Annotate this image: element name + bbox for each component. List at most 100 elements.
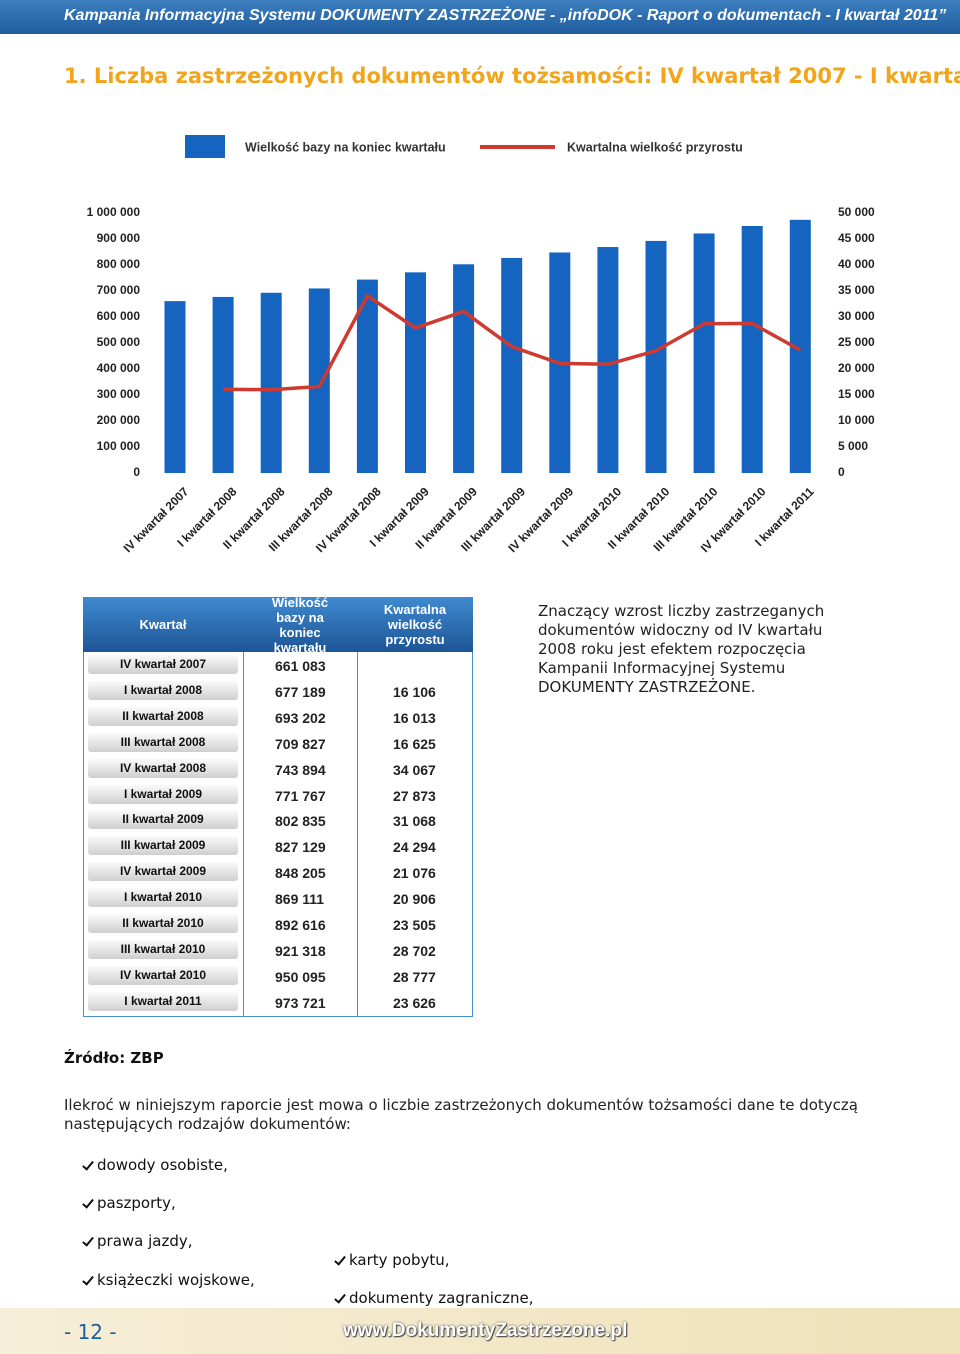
bar bbox=[693, 233, 715, 473]
table-cell: 34 067 bbox=[393, 761, 436, 778]
bar bbox=[501, 257, 523, 473]
tick-label: 35 000 bbox=[838, 283, 875, 297]
table-row-label: I kwartał 2008 bbox=[88, 680, 238, 700]
legend-label: Wielkość bazy na koniec kwartału bbox=[245, 140, 446, 154]
table-cell: 892 616 bbox=[275, 917, 326, 933]
tick-label: 15 000 bbox=[838, 387, 875, 401]
table-cell: 743 894 bbox=[275, 761, 326, 778]
table-cell: 16 106 bbox=[393, 683, 436, 700]
table-row-label: I kwartał 2010 bbox=[88, 888, 238, 908]
chart: 0 100 000 200 000 300 000 400 000 500 000 600 … bbox=[87, 135, 875, 555]
table-header: Kwartalna wielkość przyrostu bbox=[357, 597, 473, 652]
table-cell: 950 095 bbox=[275, 968, 326, 985]
table-cell: 802 835 bbox=[275, 813, 326, 830]
tick-label: 50 000 bbox=[838, 205, 875, 219]
tick-label: 0 bbox=[133, 465, 140, 479]
bar bbox=[789, 219, 811, 473]
bar bbox=[260, 292, 282, 473]
table-cell: 23 626 bbox=[393, 994, 436, 1011]
data-table: Kwartał Wielkość bazy na koniec kwartału K… bbox=[83, 595, 473, 1017]
list-item: dowody osobiste, bbox=[83, 1156, 960, 1175]
tick-label: 900 000 bbox=[97, 231, 141, 245]
page-number: - 12 - bbox=[64, 1320, 117, 1344]
bar bbox=[212, 296, 234, 473]
table-row-label: I kwartał 2009 bbox=[88, 784, 238, 804]
table-cell: 869 111 bbox=[275, 891, 325, 908]
bar bbox=[645, 240, 667, 473]
table-cell: 848 205 bbox=[275, 865, 326, 882]
bar bbox=[453, 264, 475, 473]
bar bbox=[356, 279, 378, 473]
line bbox=[223, 294, 802, 392]
source: Źródło: ZBP bbox=[64, 1049, 164, 1067]
bar bbox=[597, 247, 619, 473]
table-cell: 771 767 bbox=[275, 787, 326, 804]
table-cell: 693 202 bbox=[275, 709, 326, 726]
table-row-label: I kwartał 2011 bbox=[88, 991, 238, 1011]
table-cell: 973 721 bbox=[275, 994, 326, 1011]
table-cell: 21 076 bbox=[393, 865, 436, 882]
table-row-label: II kwartał 2010 bbox=[88, 914, 238, 933]
table-cell: 27 873 bbox=[393, 787, 436, 804]
body-text: Ilekroć w niniejszym raporcie jest mowa … bbox=[64, 1096, 858, 1133]
tick-label: 30 000 bbox=[838, 309, 875, 323]
tick-label: 400 000 bbox=[97, 361, 141, 375]
table-cell: 24 294 bbox=[393, 839, 436, 856]
footer-bar bbox=[0, 1308, 960, 1354]
table-row-label: IV kwartał 2009 bbox=[88, 862, 238, 882]
tick-label: 5 000 bbox=[838, 439, 868, 453]
tick-label: 500 000 bbox=[97, 335, 141, 349]
legend-label: Kwartalna wielkość przyrostu bbox=[567, 140, 743, 154]
table-row-label: IV kwartał 2010 bbox=[88, 965, 238, 985]
table-cell: 921 318 bbox=[275, 942, 326, 959]
bar bbox=[405, 272, 426, 473]
list-item: paszporty, bbox=[83, 1194, 960, 1213]
table-row-label: IV kwartał 2007 bbox=[88, 655, 238, 674]
table-cell: 677 189 bbox=[275, 683, 326, 700]
tick-label: 1 000 000 bbox=[87, 205, 141, 219]
chart-title: 1. Liczba zastrzeżonych dokumentów tożsa… bbox=[64, 64, 960, 88]
table-cell: 23 505 bbox=[393, 917, 436, 933]
table-cell: 709 827 bbox=[275, 735, 326, 752]
tick-label: 100 000 bbox=[97, 439, 141, 453]
tick-label: 45 000 bbox=[838, 231, 875, 245]
tick-label: 20 000 bbox=[838, 361, 875, 375]
table-header: Wielkość bazy na koniec kwartału bbox=[243, 595, 357, 655]
table-row-label: III kwartał 2008 bbox=[88, 732, 238, 752]
tick-label: 800 000 bbox=[97, 257, 141, 271]
bar bbox=[308, 288, 330, 473]
footer-url: www.DokumentyZastrzezone.pl bbox=[343, 1320, 628, 1341]
bar bbox=[164, 301, 186, 473]
tick-label: 200 000 bbox=[97, 413, 141, 427]
table-header: Kwartał bbox=[83, 597, 243, 652]
tick-label: 600 000 bbox=[97, 309, 141, 323]
table-row-label: II kwartał 2008 bbox=[88, 706, 238, 726]
table-cell: 16 013 bbox=[393, 709, 436, 726]
table-cell: 31 068 bbox=[393, 813, 436, 830]
table-cell: 16 625 bbox=[393, 735, 436, 752]
table-row-label: IV kwartał 2008 bbox=[88, 758, 238, 778]
table-cell: 661 083 bbox=[275, 658, 326, 674]
tick-label: 40 000 bbox=[838, 257, 875, 271]
table-cell: 20 906 bbox=[393, 891, 436, 908]
table-cell: 28 777 bbox=[393, 968, 436, 985]
bar bbox=[741, 225, 763, 473]
column-divider bbox=[243, 597, 244, 1017]
tick-label: 0 bbox=[838, 465, 845, 479]
note: Znaczący wzrost liczby zastrzeganych dok… bbox=[538, 602, 825, 696]
table-row-label: II kwartał 2009 bbox=[88, 810, 238, 830]
list-item: książeczki wojskowe, bbox=[83, 1271, 960, 1290]
column-divider bbox=[357, 597, 358, 1017]
tick-label: 25 000 bbox=[838, 335, 875, 349]
header-bar: Kampania Informacyjna Systemu DOKUMENTY … bbox=[0, 0, 960, 34]
table-cell: 827 129 bbox=[275, 839, 326, 856]
legend-swatch bbox=[185, 135, 225, 158]
table-cell: 28 702 bbox=[393, 942, 436, 959]
table-row-label: III kwartał 2009 bbox=[88, 836, 238, 856]
list-item: dokumenty zagraniczne, bbox=[335, 1289, 960, 1308]
tick-label: 700 000 bbox=[97, 283, 141, 297]
table-row-label: III kwartał 2010 bbox=[88, 939, 238, 959]
list-item: prawa jazdy, bbox=[83, 1232, 960, 1251]
tick-label: 10 000 bbox=[838, 413, 875, 427]
